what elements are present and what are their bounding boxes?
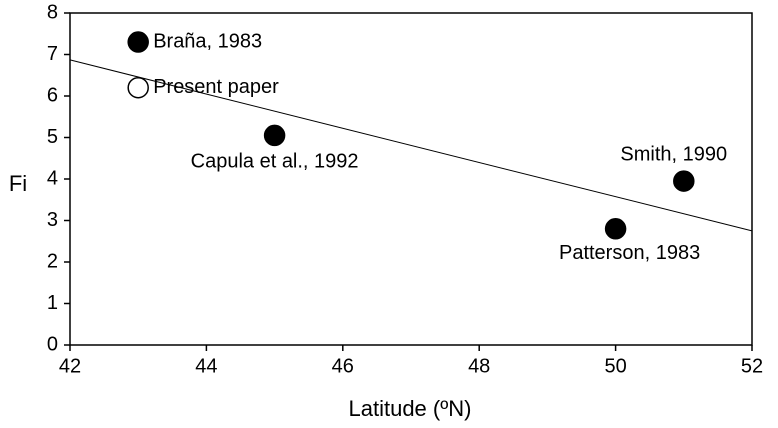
- y-tick-label: 7: [47, 43, 58, 65]
- y-axis-label: Fi: [9, 171, 27, 196]
- x-tick-label: 42: [59, 355, 81, 377]
- x-tick-label: 50: [604, 355, 626, 377]
- point: [673, 170, 695, 192]
- point-label: Braña, 1983: [153, 30, 262, 52]
- point-label: Capula et al., 1992: [191, 151, 359, 173]
- point-label: Patterson, 1983: [559, 242, 700, 264]
- x-tick-label: 52: [741, 355, 763, 377]
- y-tick-label: 4: [47, 167, 58, 189]
- y-tick-label: 3: [47, 209, 58, 231]
- point: [263, 124, 286, 147]
- point: [604, 218, 627, 240]
- y-tick-label: 2: [47, 250, 58, 272]
- trend-line: [69, 59, 753, 232]
- point-label: Smith, 1990: [620, 143, 727, 165]
- x-axis-label: Latitude (ºN): [349, 396, 472, 421]
- point-label: Present paper: [153, 76, 279, 98]
- x-tick-label: 46: [332, 355, 354, 377]
- y-tick-label: 0: [47, 333, 58, 355]
- plot-frame: [69, 12, 753, 346]
- x-tick-label: 48: [468, 355, 490, 377]
- y-tick-label: 6: [47, 84, 58, 106]
- y-tick-label: 8: [47, 1, 58, 23]
- point: [127, 31, 149, 53]
- y-tick-label: 5: [47, 126, 58, 148]
- x-tick-label: 44: [195, 355, 217, 377]
- point: [127, 76, 149, 99]
- y-tick-label: 1: [47, 292, 58, 314]
